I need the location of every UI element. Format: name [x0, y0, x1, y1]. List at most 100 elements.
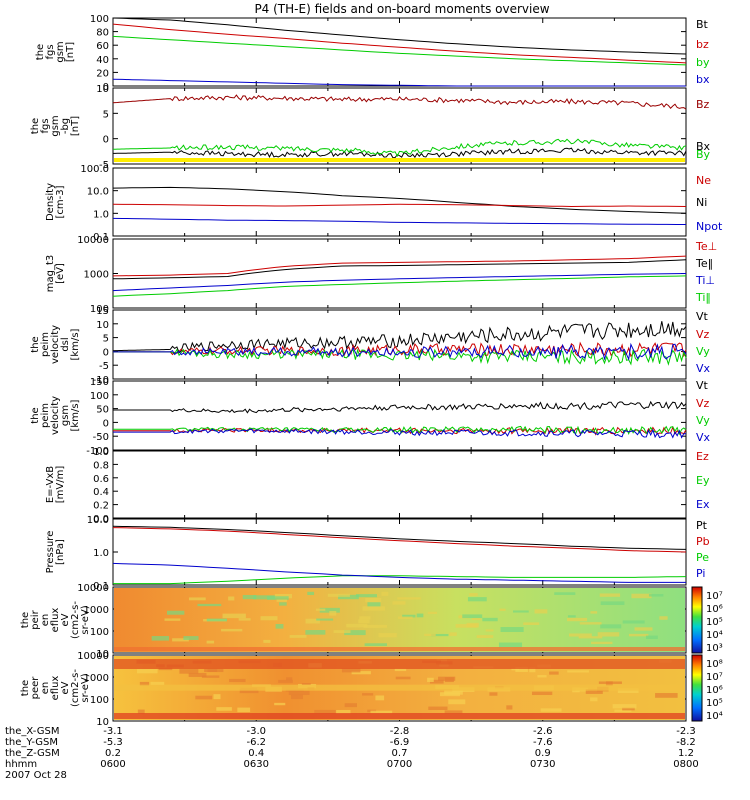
heatmap-cell	[567, 615, 576, 618]
heatmap-cell	[278, 679, 293, 683]
x-axis-row-label: the_X-GSM	[5, 726, 59, 737]
heatmap-cell	[448, 699, 466, 705]
heatmap-cell	[600, 601, 625, 606]
y-axis-label: fgs	[40, 118, 51, 133]
y-axis-label: gsm	[50, 115, 61, 136]
y-tick-label: 0	[103, 347, 109, 358]
heatmap-cell	[263, 639, 271, 643]
heatmap-cell	[648, 594, 664, 597]
x-axis-value: 0800	[673, 759, 698, 770]
y-axis-label: the	[35, 44, 46, 60]
y-tick-label: 10	[96, 717, 109, 728]
heatmap-cell	[427, 677, 434, 682]
legend-label-bx: bx	[696, 73, 710, 86]
panel-peer: the peer en eflux eV (cm2-s-sr-eV) 10000 1000 10…	[20, 651, 723, 728]
y-tick-label: 80	[96, 28, 109, 39]
y-axis-label: the	[20, 612, 31, 628]
heatmap-cell	[201, 675, 220, 678]
y-tick-label: 0.2	[93, 501, 109, 512]
x-axis-value: 0630	[244, 759, 269, 770]
y-tick-label: 1.0	[93, 447, 109, 458]
y-tick-label: 1.0	[93, 209, 109, 220]
y-axis-label: [nT]	[65, 42, 76, 62]
y-tick-label: 15	[96, 306, 109, 317]
y-axis-label: Density	[45, 183, 56, 221]
panel-peir: the peir en eflux eV (cm2-s-sr-eV) 10000 1000 10…	[20, 583, 723, 660]
x-axis-value: -2.6	[533, 726, 553, 737]
heatmap-cell	[242, 594, 257, 600]
heatmap-cell	[362, 606, 385, 611]
heatmap-cell	[631, 593, 652, 599]
y-tick-label: 5	[103, 109, 109, 120]
y-tick-label: 150	[90, 377, 109, 388]
heatmap-cell	[659, 616, 668, 620]
heatmap-cell	[286, 677, 293, 681]
heatmap-cell	[346, 623, 368, 628]
series-line-Pb	[112, 527, 687, 553]
legend-label-Pt: Pt	[696, 519, 708, 532]
series-line-Ni	[112, 186, 687, 214]
x-axis-row-label: the_Z-GSM	[5, 748, 60, 759]
panel-evxb: E=-VxB [mV/m] 1.0 0.8 0.6 0.4 0.2 0.0 Ez Ey Ex	[45, 447, 710, 525]
series-line-Pt	[112, 525, 687, 550]
legend-label-Vy: Vy	[696, 345, 710, 358]
heatmap-cell	[206, 640, 215, 644]
quality-flag-bar	[114, 158, 685, 162]
heatmap-cell	[367, 602, 381, 607]
heatmap-cell	[549, 671, 559, 675]
heatmap-cell	[482, 617, 498, 622]
y-axis-label: the	[30, 118, 41, 134]
colorbar-tick-label: 10⁷	[706, 672, 723, 683]
heatmap-cell	[351, 671, 371, 675]
heatmap-cell	[485, 629, 494, 632]
heatmap-cell	[238, 618, 251, 621]
legend-label-Npot: Npot	[696, 220, 723, 233]
x-axis-value: 0600	[100, 759, 125, 770]
y-tick-label: 100.0	[80, 164, 109, 175]
heatmap-cell	[253, 595, 276, 600]
heatmap-cell	[206, 618, 228, 622]
x-axis-row-label: hhmm	[5, 759, 37, 770]
heatmap-cell	[260, 616, 278, 621]
y-axis-label: [eV]	[55, 263, 66, 284]
y-axis-label: Pressure	[45, 531, 56, 574]
heatmap-cell	[172, 638, 189, 642]
heatmap-cell	[515, 666, 528, 672]
y-tick-label: 10000	[77, 583, 109, 594]
y-tick-label: 0.8	[93, 460, 109, 471]
heatmap-cell	[531, 691, 553, 696]
x-axis-value: 0.7	[392, 748, 408, 759]
legend-label-Pb: Pb	[696, 535, 710, 548]
x-axis-value: 0.4	[248, 748, 264, 759]
x-axis-value: 0730	[530, 759, 555, 770]
legend-label-Ez: Ez	[696, 450, 709, 463]
heatmap-band	[114, 647, 685, 651]
heatmap-cell	[375, 695, 385, 701]
legend-label-Vz: Vz	[696, 397, 710, 410]
heatmap-cell	[275, 624, 284, 629]
heatmap-cell	[358, 619, 370, 624]
heatmap-cell	[197, 603, 222, 607]
y-axis-label: eV	[60, 613, 71, 626]
y-axis-label: en	[40, 614, 51, 627]
y-tick-label: 40	[96, 55, 109, 66]
series-line-Vt	[113, 400, 687, 414]
y-axis-label: en	[40, 682, 51, 695]
y-axis-label: sr-eV)	[80, 605, 91, 634]
heatmap-cell	[444, 710, 463, 714]
heatmap-cell	[364, 643, 388, 646]
heatmap-cell	[513, 610, 529, 613]
heatmap-cell	[600, 624, 622, 629]
y-axis-label: eflux	[50, 608, 61, 633]
heatmap-cell	[567, 670, 589, 673]
legend-label-Vy: Vy	[696, 414, 710, 427]
heatmap-band	[114, 659, 685, 669]
heatmap-cell	[499, 608, 506, 611]
heatmap-cell	[622, 620, 645, 624]
legend-label-By: By	[696, 148, 711, 161]
heatmap-cell	[392, 601, 406, 605]
series-line-Npot	[112, 217, 686, 225]
panel-density: Density [cm-3] 100.0 10.0 1.0 0.1 Ne Ni Npot	[45, 164, 723, 243]
heatmap-cell	[221, 628, 243, 632]
